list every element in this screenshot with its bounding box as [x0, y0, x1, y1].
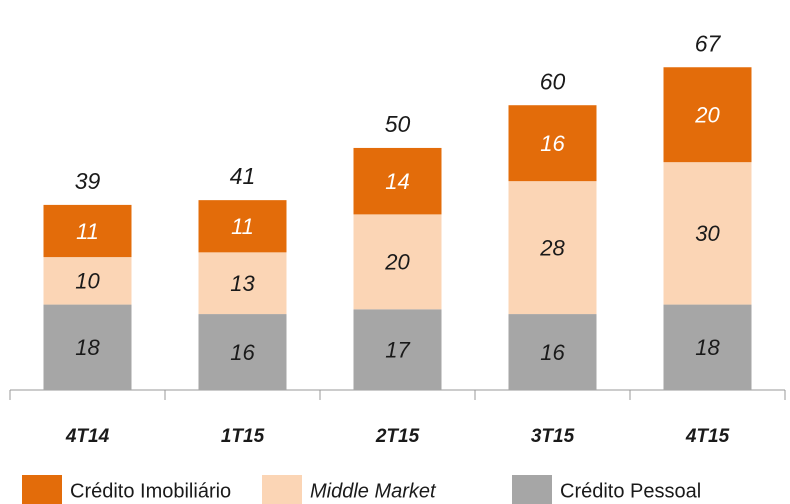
value-label: 28: [539, 235, 565, 260]
total-label: 67: [695, 30, 722, 56]
bar-segment: [43, 257, 132, 305]
bar-segment: [663, 67, 752, 163]
value-label: 17: [385, 337, 410, 362]
bar-segment: [508, 105, 597, 182]
x-tick-label: 3T15: [531, 426, 575, 447]
bar-segment: [43, 204, 132, 258]
x-tick-label: 4T15: [685, 426, 730, 447]
bar-segment: [353, 147, 442, 215]
value-label: 10: [75, 269, 100, 294]
total-label: 41: [230, 163, 256, 189]
bar-segment: [198, 200, 287, 253]
bar-segment: [508, 181, 597, 315]
value-label: 16: [540, 131, 565, 156]
value-label: 18: [695, 335, 720, 360]
bar-segment: [663, 304, 752, 390]
total-label: 39: [75, 168, 101, 194]
x-tick-label: 2T15: [375, 426, 420, 447]
legend-swatch: [22, 475, 62, 504]
legend-swatch: [262, 475, 302, 504]
bar-segment: [663, 162, 752, 305]
bar-segment: [198, 252, 287, 315]
total-label: 50: [385, 111, 411, 137]
value-label: 16: [540, 340, 565, 365]
x-tick-label: 1T15: [221, 426, 265, 447]
legend-swatch: [512, 475, 552, 504]
legend-label: Crédito Imobiliário: [70, 480, 231, 502]
legend-label: Crédito Pessoal: [560, 480, 701, 502]
value-label: 11: [231, 214, 254, 239]
value-label: 20: [384, 250, 410, 275]
value-label: 11: [76, 219, 99, 244]
value-label: 14: [385, 169, 409, 194]
bar-segment: [353, 309, 442, 390]
bar-segment: [353, 214, 442, 310]
value-label: 13: [230, 271, 255, 296]
legend-label: Middle Market: [310, 480, 437, 502]
bar-segment: [198, 314, 287, 390]
total-label: 60: [540, 68, 566, 94]
value-label: 30: [695, 221, 720, 246]
bar-segment: [43, 304, 132, 390]
value-label: 16: [230, 340, 255, 365]
value-label: 18: [75, 335, 100, 360]
x-tick-label: 4T14: [65, 426, 110, 447]
value-label: 20: [694, 103, 720, 128]
bar-segment: [508, 314, 597, 390]
